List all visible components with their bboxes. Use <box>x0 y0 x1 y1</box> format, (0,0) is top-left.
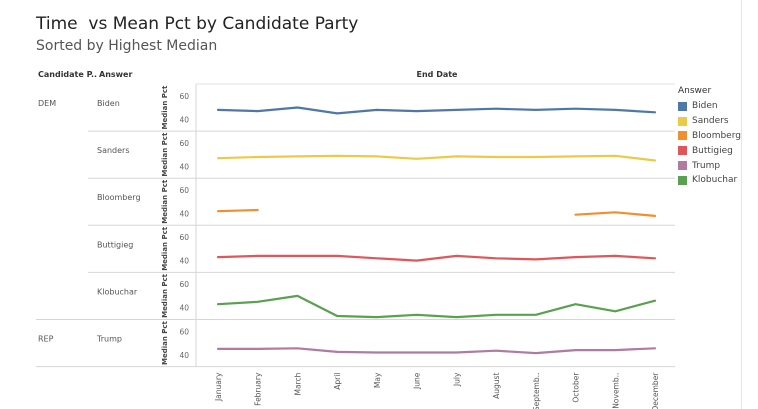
legend-label: Klobuchar <box>692 175 738 186</box>
y-tick-label: 40 <box>179 162 189 171</box>
y-tick-label: 60 <box>179 233 189 242</box>
y-tick-label: 60 <box>179 280 189 289</box>
legend-label: Trump <box>692 160 721 171</box>
answer-label: Biden <box>97 99 120 108</box>
series-line[interactable] <box>216 347 657 355</box>
x-tick-label: January <box>214 372 223 402</box>
legend: Answer Biden Sanders Bloomberg Buttigieg Tru… <box>678 86 741 188</box>
y-tick-label: 60 <box>179 186 189 195</box>
legend-item[interactable]: Buttigieg <box>678 143 741 158</box>
answer-label: Trump <box>96 335 122 344</box>
legend-item[interactable]: Trump <box>678 158 741 173</box>
legend-label: Biden <box>692 101 718 112</box>
y-tick-label: 40 <box>179 210 189 219</box>
y-tick-label: 40 <box>179 115 189 124</box>
legend-swatch <box>678 116 687 126</box>
y-axis-title: Median Pct <box>161 226 169 271</box>
x-tick-label: July <box>452 372 461 387</box>
series-line[interactable] <box>216 154 657 162</box>
y-tick-label: 60 <box>179 139 189 148</box>
answer-label: Klobuchar <box>97 287 138 296</box>
y-axis-title: Median Pct <box>161 132 169 177</box>
y-axis-title: Median Pct <box>161 273 169 318</box>
legend-label: Buttigieg <box>692 145 733 156</box>
legend-swatch <box>678 101 687 111</box>
chart-area: Candidate P.. Answer End Date DEM Biden Me… <box>36 70 675 409</box>
legend-swatch <box>678 131 687 141</box>
y-axis-title: Median Pct <box>161 85 169 130</box>
series-line[interactable] <box>216 254 657 262</box>
party-label: DEM <box>38 99 56 108</box>
party-column-header[interactable]: Candidate P.. <box>38 70 97 79</box>
legend-item[interactable]: Klobuchar <box>678 173 741 188</box>
chart-title: Time vs Mean Pct by Candidate Party <box>36 14 359 34</box>
y-tick-label: 40 <box>179 351 189 360</box>
y-axis-title: Median Pct <box>161 320 169 365</box>
answer-label: Sanders <box>97 146 130 155</box>
view-divider <box>741 0 742 409</box>
party-label: REP <box>38 335 54 344</box>
y-tick-label: 60 <box>179 327 189 336</box>
x-tick-label: March <box>294 372 303 395</box>
legend-item[interactable]: Bloomberg <box>678 129 741 144</box>
x-tick-label: Septemb.. <box>532 373 541 409</box>
legend-item[interactable]: Biden <box>678 99 741 114</box>
series-line[interactable] <box>216 294 657 319</box>
answer-label: Bloomberg <box>97 193 141 202</box>
legend-item[interactable]: Sanders <box>678 114 741 129</box>
y-tick-label: 40 <box>179 304 189 313</box>
x-tick-label: June <box>413 372 422 390</box>
x-tick-label: Novemb.. <box>611 373 620 409</box>
answer-label: Buttigieg <box>97 240 133 249</box>
x-tick-label: February <box>254 372 263 406</box>
legend-title: Answer <box>678 86 712 96</box>
answer-column-header[interactable]: Answer <box>99 70 132 79</box>
x-tick-label: April <box>333 373 342 390</box>
legend-label: Bloomberg <box>692 130 741 141</box>
series-line[interactable] <box>574 211 657 217</box>
x-tick-label: August <box>492 373 501 399</box>
y-axis-title: Median Pct <box>161 179 169 224</box>
x-axis-title: End Date <box>417 70 459 79</box>
x-tick-label: May <box>373 372 382 388</box>
x-tick-label: December <box>651 372 660 409</box>
legend-label: Sanders <box>692 116 729 127</box>
chart-subtitle: Sorted by Highest Median <box>36 38 218 54</box>
legend-swatch <box>678 161 687 171</box>
legend-swatch <box>678 146 687 156</box>
legend-swatch <box>678 175 687 185</box>
y-tick-label: 60 <box>179 92 189 101</box>
x-tick-label: October <box>572 372 581 403</box>
y-tick-label: 40 <box>179 257 189 266</box>
series-line[interactable] <box>216 106 657 115</box>
series-line[interactable] <box>216 208 259 213</box>
